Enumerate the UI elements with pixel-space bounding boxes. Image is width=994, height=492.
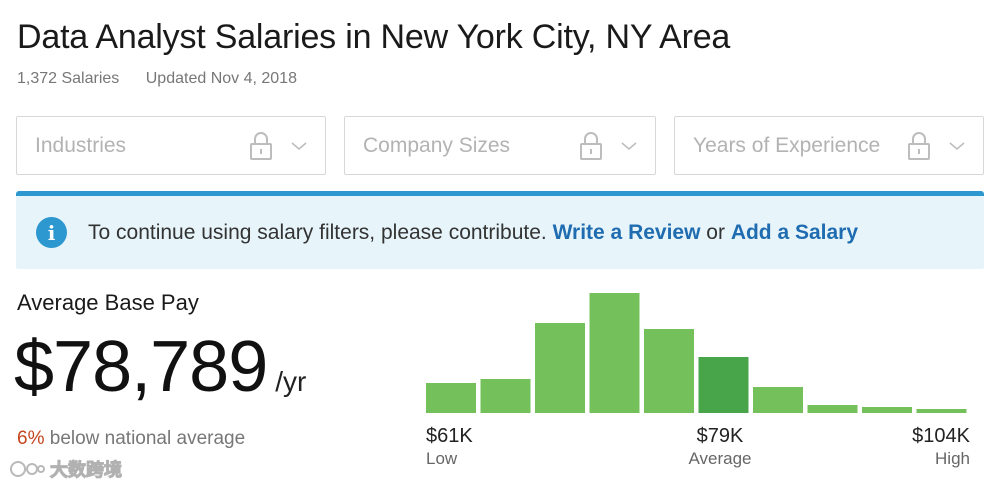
filter-label: Years of Experience: [693, 133, 881, 157]
filter-years-of-experience[interactable]: Years of Experience: [674, 116, 984, 175]
comparison-percent: 6%: [17, 428, 45, 449]
average-base-pay-label: Average Base Pay: [17, 290, 199, 315]
write-review-link[interactable]: Write a Review: [552, 220, 701, 244]
lock-icon: [250, 131, 272, 160]
watermark: 大数跨境: [8, 456, 123, 482]
filter-label: Industries: [35, 133, 127, 157]
filter-bar: Industries Company Sizes Years of Experi: [16, 116, 984, 175]
average-base-pay: $78,789/yr: [14, 326, 306, 408]
pay-value: $78,789: [14, 327, 268, 407]
notice-text: To continue using salary filters, please…: [88, 221, 858, 245]
histogram-bar: [644, 329, 694, 413]
page-title: Data Analyst Salaries in New York City, …: [17, 18, 731, 56]
notice-message: To continue using salary filters, please…: [88, 220, 547, 244]
info-icon: i: [36, 217, 67, 248]
watermark-logo-icon: [10, 461, 45, 477]
salary-count: 1,372 Salaries: [17, 70, 120, 87]
chevron-down-icon: [949, 141, 965, 150]
x-label-low: $61K Low: [426, 425, 473, 469]
chevron-down-icon: [291, 141, 307, 150]
pay-unit: /yr: [275, 366, 307, 397]
x-label-average: $79K Average: [680, 425, 760, 469]
x-label-caption: High: [935, 449, 970, 468]
filter-company-sizes[interactable]: Company Sizes: [344, 116, 656, 175]
salary-histogram: [426, 293, 967, 413]
histogram-bar: [426, 383, 476, 413]
histogram-bar: [807, 405, 858, 413]
filter-industries[interactable]: Industries: [16, 116, 326, 175]
updated-date: Updated Nov 4, 2018: [145, 70, 297, 87]
chevron-down-icon: [621, 141, 637, 150]
x-label-caption: Low: [426, 449, 458, 468]
x-label-value: $61K: [426, 425, 473, 447]
histogram-bar: [589, 293, 640, 413]
histogram-bar: [753, 387, 803, 413]
x-label-value: $79K: [696, 425, 744, 447]
histogram-bar: [916, 409, 967, 413]
histogram-bar-average: [698, 357, 749, 413]
add-salary-link[interactable]: Add a Salary: [730, 220, 859, 244]
histogram-bar: [535, 323, 585, 413]
notice-or: or: [706, 220, 725, 244]
x-label-high: $104K High: [890, 425, 970, 469]
x-label-value: $104K: [912, 425, 970, 447]
filter-label: Company Sizes: [363, 133, 511, 157]
histogram-bar: [480, 379, 531, 413]
x-label-caption: Average: [688, 449, 752, 468]
lock-icon: [908, 131, 930, 160]
comparison-text: below national average: [44, 428, 246, 449]
histogram-bar: [862, 407, 912, 413]
contribute-notice: i To continue using salary filters, plea…: [16, 191, 984, 269]
national-comparison: 6% below national average: [17, 428, 245, 450]
page-meta: 1,372 Salaries Updated Nov 4, 2018: [17, 70, 297, 88]
lock-icon: [580, 131, 602, 160]
watermark-text: 大数跨境: [50, 460, 123, 481]
